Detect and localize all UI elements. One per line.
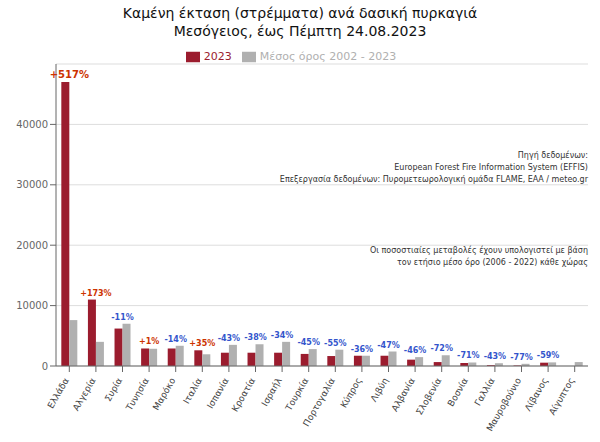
- svg-text:+517%: +517%: [50, 69, 89, 80]
- svg-text:Ισπανία: Ισπανία: [205, 376, 231, 410]
- svg-text:-55%: -55%: [324, 339, 346, 348]
- svg-text:30000: 30000: [16, 179, 48, 190]
- svg-text:Λιβύη: Λιβύη: [369, 376, 391, 403]
- html-text:2023: 2023: [203, 50, 232, 63]
- svg-text:Αλγερία: Αλγερία: [71, 376, 98, 413]
- html-text:Οι ποσοστιαίες μεταβολές έχουν: Οι ποσοστιαίες μεταβολές έχουν υπολογιστ…: [370, 246, 588, 267]
- svg-text:+173%: +173%: [80, 289, 111, 298]
- svg-text:Γαλλία: Γαλλία: [473, 376, 497, 408]
- svg-text:+35%: +35%: [189, 339, 215, 348]
- svg-text:Πορτογαλία: Πορτογαλία: [301, 376, 337, 428]
- svg-text:-11%: -11%: [111, 313, 133, 322]
- svg-text:-59%: -59%: [537, 351, 559, 360]
- svg-text:Αίγυπτος: Αίγυπτος: [547, 376, 576, 417]
- svg-text:Ισραήλ: Ισραήλ: [260, 375, 285, 407]
- svg-text:-77%: -77%: [510, 353, 532, 362]
- svg-text:-47%: -47%: [377, 341, 399, 350]
- html-text:Μεσόγειος, έως Πέμπτη 24.08.20: Μεσόγειος, έως Πέμπτη 24.08.2023: [173, 23, 427, 39]
- svg-text:Βοσνία: Βοσνία: [446, 376, 470, 408]
- svg-text:10000: 10000: [16, 300, 48, 311]
- svg-text:0: 0: [42, 361, 48, 372]
- html-text:Μέσος όρος 2002 - 2023: Μέσος όρος 2002 - 2023: [259, 50, 397, 63]
- svg-text:Ιταλία: Ιταλία: [181, 376, 204, 406]
- svg-text:Αλβανία: Αλβανία: [390, 376, 417, 413]
- svg-text:-72%: -72%: [430, 344, 452, 353]
- svg-text:-36%: -36%: [351, 345, 373, 354]
- html-text:Πηγή δεδομένων: European Fores: Πηγή δεδομένων: European Forest Fire Inf…: [279, 151, 588, 184]
- svg-text:-45%: -45%: [297, 338, 319, 347]
- svg-text:Λίβανος: Λίβανος: [523, 376, 550, 413]
- svg-text:-43%: -43%: [484, 352, 506, 361]
- svg-text:-38%: -38%: [244, 333, 266, 342]
- svg-text:Ελλάδα: Ελλάδα: [46, 376, 72, 410]
- svg-text:Συρία: Συρία: [103, 376, 124, 403]
- svg-text:Τυνησία: Τυνησία: [124, 376, 151, 413]
- svg-text:-14%: -14%: [164, 335, 186, 344]
- svg-text:20000: 20000: [16, 240, 48, 251]
- svg-text:+1%: +1%: [139, 337, 159, 346]
- svg-text:-46%: -46%: [404, 346, 426, 355]
- svg-text:Τουρκία: Τουρκία: [283, 376, 310, 413]
- svg-text:40000: 40000: [16, 119, 48, 130]
- svg-text:Μαυροβούνιο: Μαυροβούνιο: [484, 376, 523, 434]
- svg-text:-43%: -43%: [218, 334, 240, 343]
- svg-text:-34%: -34%: [271, 331, 293, 340]
- html-text:Καμένη έκταση (στρέμματα) ανά: Καμένη έκταση (στρέμματα) ανά δασική πυρ…: [122, 5, 478, 21]
- svg-text:Σλοβενία: Σλοβενία: [414, 376, 443, 417]
- svg-text:-71%: -71%: [457, 351, 479, 360]
- svg-text:Κροατία: Κροατία: [230, 376, 257, 413]
- svg-text:Μαρόκο: Μαρόκο: [151, 376, 178, 412]
- svg-text:Κύπρος: Κύπρος: [338, 376, 363, 410]
